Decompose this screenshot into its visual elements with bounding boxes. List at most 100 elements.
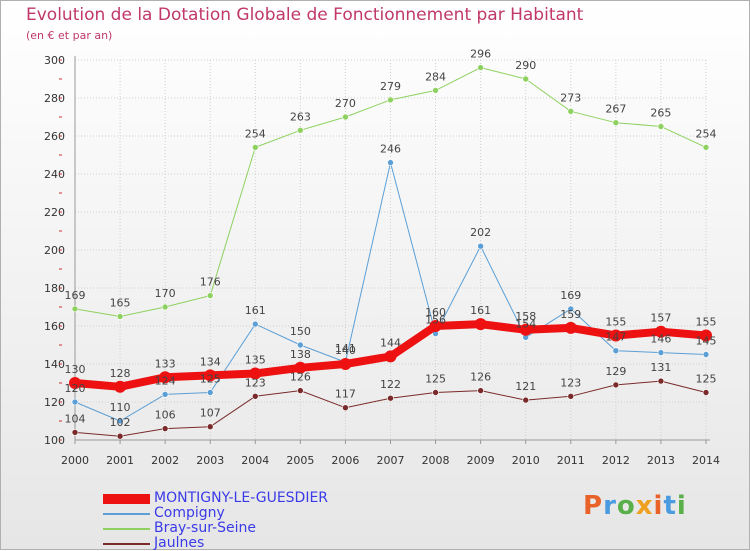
- legend-label: Compigny: [154, 505, 225, 521]
- data-point: [297, 341, 304, 349]
- data-label: 124: [155, 374, 176, 387]
- data-label: 159: [560, 308, 581, 321]
- data-point: [609, 329, 622, 342]
- data-label: 160: [425, 306, 446, 319]
- data-point: [206, 292, 214, 299]
- data-point: [206, 423, 214, 431]
- data-point: [702, 389, 710, 396]
- data-point: [564, 321, 577, 334]
- data-label: 102: [110, 416, 131, 429]
- data-point: [612, 119, 620, 126]
- data-label: 125: [425, 373, 446, 386]
- data-point: [612, 381, 620, 389]
- data-point: [654, 325, 667, 338]
- data-label: 267: [605, 103, 626, 116]
- data-point: [251, 144, 259, 151]
- y-tick-label: 220: [44, 206, 65, 219]
- data-label: 161: [245, 304, 266, 317]
- data-label: 170: [155, 287, 176, 300]
- y-tick-label: 200: [44, 244, 65, 257]
- x-tick-label: 2012: [602, 454, 630, 467]
- data-point: [700, 329, 712, 342]
- x-tick-label: 2011: [557, 454, 585, 467]
- data-point: [477, 242, 484, 250]
- data-point: [116, 417, 124, 425]
- data-label: 147: [605, 331, 626, 344]
- data-label: 296: [470, 48, 491, 61]
- data-point: [251, 392, 259, 400]
- legend-label: MONTIGNY-LE-GUESDIER: [154, 490, 329, 506]
- data-point: [114, 380, 127, 393]
- data-point: [432, 389, 439, 396]
- x-tick-label: 2008: [422, 454, 450, 467]
- data-point: [249, 367, 262, 380]
- legend-label: Jaulnes: [154, 535, 205, 551]
- data-label: 126: [470, 371, 491, 384]
- data-point: [387, 394, 394, 402]
- data-point: [161, 425, 169, 432]
- data-label: 133: [155, 357, 176, 370]
- data-label: 254: [696, 127, 717, 140]
- x-tick-label: 2013: [647, 454, 675, 467]
- x-tick-label: 2000: [61, 454, 89, 467]
- data-point: [567, 108, 575, 115]
- data-label: 263: [290, 110, 311, 123]
- data-label: 265: [650, 107, 671, 120]
- data-label: 158: [515, 310, 536, 323]
- y-tick-label: 180: [44, 282, 65, 295]
- data-point: [161, 391, 169, 398]
- x-tick-label: 2002: [151, 454, 179, 467]
- data-label: 144: [380, 336, 401, 349]
- x-tick-label: 2001: [106, 454, 134, 467]
- data-point: [71, 305, 79, 313]
- data-label: 176: [200, 276, 221, 289]
- data-point: [387, 96, 394, 104]
- data-point: [297, 127, 304, 134]
- data-label: 279: [380, 80, 401, 93]
- data-point: [567, 392, 575, 400]
- data-label: 150: [290, 325, 311, 338]
- data-point: [567, 305, 575, 313]
- data-point: [294, 361, 307, 374]
- data-point: [657, 349, 665, 356]
- data-point: [522, 396, 530, 404]
- data-label: 155: [605, 316, 626, 329]
- y-tick-label: 140: [44, 358, 65, 371]
- data-label: 155: [696, 316, 717, 329]
- data-label: 145: [696, 335, 717, 348]
- data-label: 110: [110, 401, 131, 414]
- data-point: [206, 389, 214, 396]
- data-label: 146: [650, 333, 671, 346]
- data-point: [159, 371, 172, 384]
- data-label: 134: [200, 355, 221, 368]
- data-label: 130: [65, 363, 86, 376]
- x-tick-label: 2003: [196, 454, 224, 467]
- legend-label: Bray-sur-Seine: [154, 520, 256, 536]
- x-tick-label: 2010: [512, 454, 540, 467]
- data-label: 161: [470, 304, 491, 317]
- y-tick-label: 260: [44, 130, 65, 143]
- data-label: 157: [650, 312, 671, 325]
- data-point: [519, 323, 532, 336]
- data-label: 104: [65, 412, 86, 425]
- data-label: 140: [335, 344, 356, 357]
- data-point: [477, 64, 484, 71]
- data-point: [116, 432, 124, 440]
- data-label: 106: [155, 409, 176, 422]
- data-label: 131: [650, 361, 671, 374]
- data-label: 254: [245, 127, 266, 140]
- x-tick-label: 2014: [692, 454, 720, 467]
- data-point: [387, 159, 394, 166]
- data-label: 284: [425, 70, 446, 83]
- data-label: 270: [335, 97, 356, 110]
- x-tick-label: 2006: [331, 454, 359, 467]
- data-label: 121: [515, 380, 536, 393]
- data-label: 117: [335, 388, 356, 401]
- data-label: 141: [335, 342, 356, 355]
- data-label: 135: [245, 354, 266, 367]
- data-point: [477, 387, 484, 394]
- data-point: [342, 404, 349, 412]
- data-point: [251, 320, 259, 328]
